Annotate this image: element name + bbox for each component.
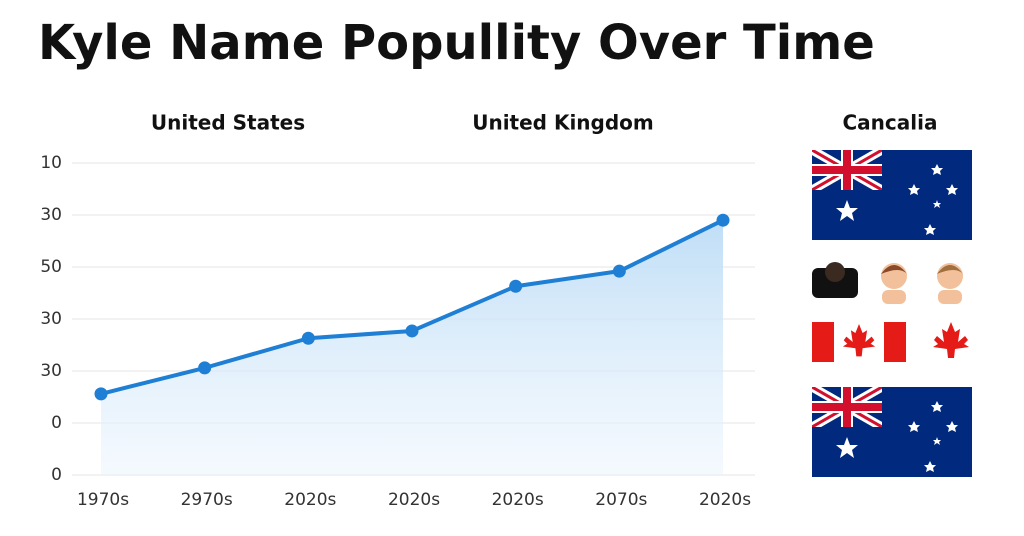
x-tick-label: 2020s [699,490,751,510]
x-tick-label: 2020s [492,490,544,510]
y-tick-label: 30 [40,361,62,381]
flag-icon [812,387,972,477]
x-tick-label: 2070s [595,490,647,510]
chart-title: Kyle Name Popullity Over Time [38,15,875,71]
point [94,387,108,401]
flag-icon [812,150,972,240]
point [716,213,730,227]
y-tick-label: 0 [51,465,62,485]
y-tick-label: 30 [40,205,62,225]
point [612,264,626,278]
x-tick-label: 2020s [284,490,336,510]
point [301,331,315,345]
y-tick-label: 0 [51,413,62,433]
panel-title: United Kingdom [472,111,654,135]
y-tick-label: 50 [40,257,62,277]
area [101,220,723,475]
point [198,361,212,375]
y-tick-label: 10 [40,153,62,173]
point [509,279,523,293]
canada-flag [812,322,969,362]
point [405,324,419,338]
people-icons [812,262,963,304]
x-tick-label: 2020s [388,490,440,510]
x-tick-label: 1970s [77,490,129,510]
panel-title: Cancalia [843,111,938,135]
x-tick-label: 2970s [181,490,233,510]
panel-title: United States [151,111,305,135]
y-tick-label: 30 [40,309,62,329]
